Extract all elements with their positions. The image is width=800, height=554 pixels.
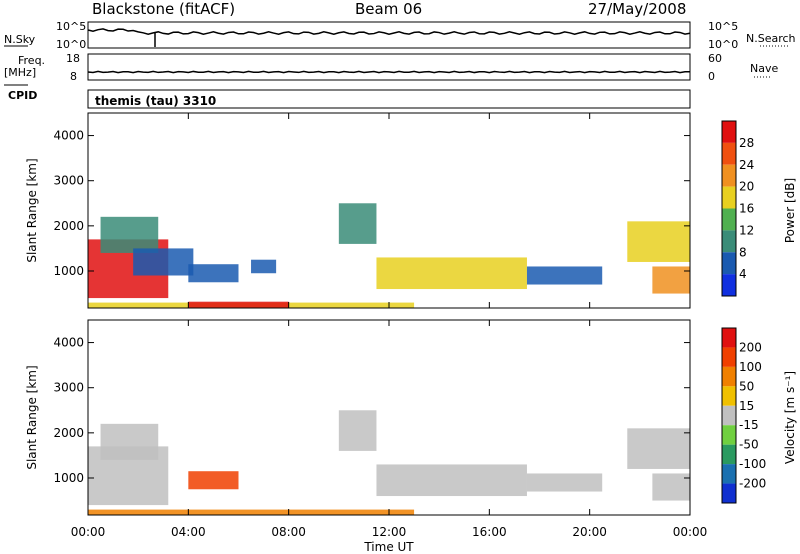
power-colorbar-tick: 16 [739, 202, 754, 216]
velocity-band [652, 473, 690, 501]
power-colorbar-label: Power [dB] [783, 178, 797, 243]
velocity-band [188, 471, 239, 490]
velocity-colorbar [721, 327, 737, 504]
velocity-band [338, 410, 377, 451]
velocity-ylabel: Slant Range [km] [25, 365, 39, 469]
velocity-colorbar-label: Velocity [m s⁻¹] [783, 371, 797, 464]
x-tick-label: 12:00 [372, 525, 407, 539]
freq-strip [87, 53, 691, 81]
power-band [188, 264, 239, 283]
nsky-lo: 10^0 [56, 38, 87, 51]
power-colorbar-tick: 4 [739, 267, 747, 281]
y-tick-label: 4000 [53, 129, 84, 143]
velocity-band [526, 473, 603, 492]
velocity-band [100, 423, 159, 460]
date-title: 27/May/2008 [588, 0, 687, 18]
x-tick-label: 08:00 [271, 525, 306, 539]
nsky-strip [87, 21, 691, 49]
y-tick-label: 3000 [53, 174, 84, 188]
velocity-colorbar-tick: -50 [739, 438, 759, 452]
y-tick-label: 4000 [53, 336, 84, 350]
velocity-colorbar-segment [722, 464, 736, 484]
y-tick-label: 2000 [53, 219, 84, 233]
power-band [251, 259, 277, 274]
power-colorbar-segment [722, 274, 736, 296]
power-band [100, 216, 159, 253]
power-band [627, 221, 690, 262]
power-panel: 1000 2000 3000 4000 Slant Range [km] 28 24 20 16… [25, 112, 797, 309]
freq-lo: 8 [70, 70, 77, 83]
nsearch-label: N.Search [746, 32, 796, 45]
power-band [188, 301, 289, 308]
power-band [652, 266, 690, 294]
power-colorbar-segment [722, 164, 736, 187]
x-tick-label: 20:00 [572, 525, 607, 539]
power-colorbar-tick: 20 [739, 180, 754, 194]
velocity-colorbar-segment [722, 347, 736, 367]
nsky-label: N.Sky [4, 33, 36, 46]
velocity-colorbar-tick: 200 [739, 340, 762, 354]
velocity-colorbar-tick: -100 [739, 457, 766, 471]
y-tick-label: 3000 [53, 381, 84, 395]
cpid-strip [87, 89, 691, 109]
velocity-panel: 1000 2000 3000 4000 Slant Range [km] 200 100 50… [25, 319, 797, 516]
x-tick-label: 00:00 [673, 525, 708, 539]
velocity-colorbar-tick: -200 [739, 477, 766, 491]
nave-lo: 0 [708, 70, 715, 83]
cpid-value: themis (tau) 3310 [95, 94, 217, 108]
power-colorbar-segment [722, 142, 736, 165]
x-tick-label: 04:00 [171, 525, 206, 539]
freq-trace [87, 70, 691, 74]
power-band [376, 257, 527, 290]
velocity-colorbar-tick: 100 [739, 360, 762, 374]
y-tick-label: 2000 [53, 426, 84, 440]
nave-label: Nave [750, 62, 779, 75]
freq-hi: 18 [66, 52, 80, 65]
power-colorbar-tick: 8 [739, 245, 747, 259]
freq-label-1: Freq. [18, 54, 46, 67]
velocity-colorbar-segment [722, 425, 736, 445]
power-ylabel: Slant Range [km] [25, 158, 39, 262]
power-colorbar-segment [722, 186, 736, 209]
velocity-band [627, 428, 690, 469]
velocity-band [88, 509, 415, 515]
power-colorbar-segment [722, 121, 736, 143]
velocity-colorbar-segment [722, 483, 736, 503]
nsearch-lo: 10^0 [708, 38, 739, 51]
velocity-colorbar-tick: 50 [739, 379, 754, 393]
beam-title: Beam 06 [355, 0, 423, 18]
nsky-hi: 10^5 [56, 20, 87, 33]
x-tick-label: 16:00 [472, 525, 507, 539]
nsearch-hi: 10^5 [708, 20, 739, 33]
power-colorbar-tick: 28 [739, 136, 754, 150]
velocity-colorbar-segment [722, 366, 736, 387]
power-colorbar-tick: 24 [739, 158, 754, 172]
nave-hi: 60 [708, 52, 722, 65]
power-band [338, 203, 377, 244]
cpid-label: CPID [8, 89, 38, 102]
velocity-colorbar-segment [722, 444, 736, 465]
x-axis-label: Time UT [363, 540, 414, 554]
velocity-colorbar-segment [722, 328, 736, 348]
power-colorbar-tick: 12 [739, 223, 754, 237]
freq-label-2: [MHz] [4, 66, 37, 79]
power-band [526, 266, 603, 285]
x-tick-label: 00:00 [71, 525, 106, 539]
velocity-band [376, 464, 527, 497]
velocity-colorbar-segment [722, 386, 736, 406]
velocity-colorbar-tick: 15 [739, 399, 754, 413]
power-colorbar [721, 120, 737, 297]
power-colorbar-segment [722, 208, 736, 231]
y-tick-label: 1000 [53, 471, 84, 485]
velocity-colorbar-tick: -15 [739, 418, 759, 432]
velocity-colorbar-segment [722, 405, 736, 426]
nsky-trace [87, 28, 691, 35]
power-band [133, 248, 194, 276]
power-colorbar-segment [722, 230, 736, 253]
power-colorbar-segment [722, 252, 736, 275]
y-tick-label: 1000 [53, 264, 84, 278]
station-title: Blackstone (fitACF) [92, 0, 236, 18]
